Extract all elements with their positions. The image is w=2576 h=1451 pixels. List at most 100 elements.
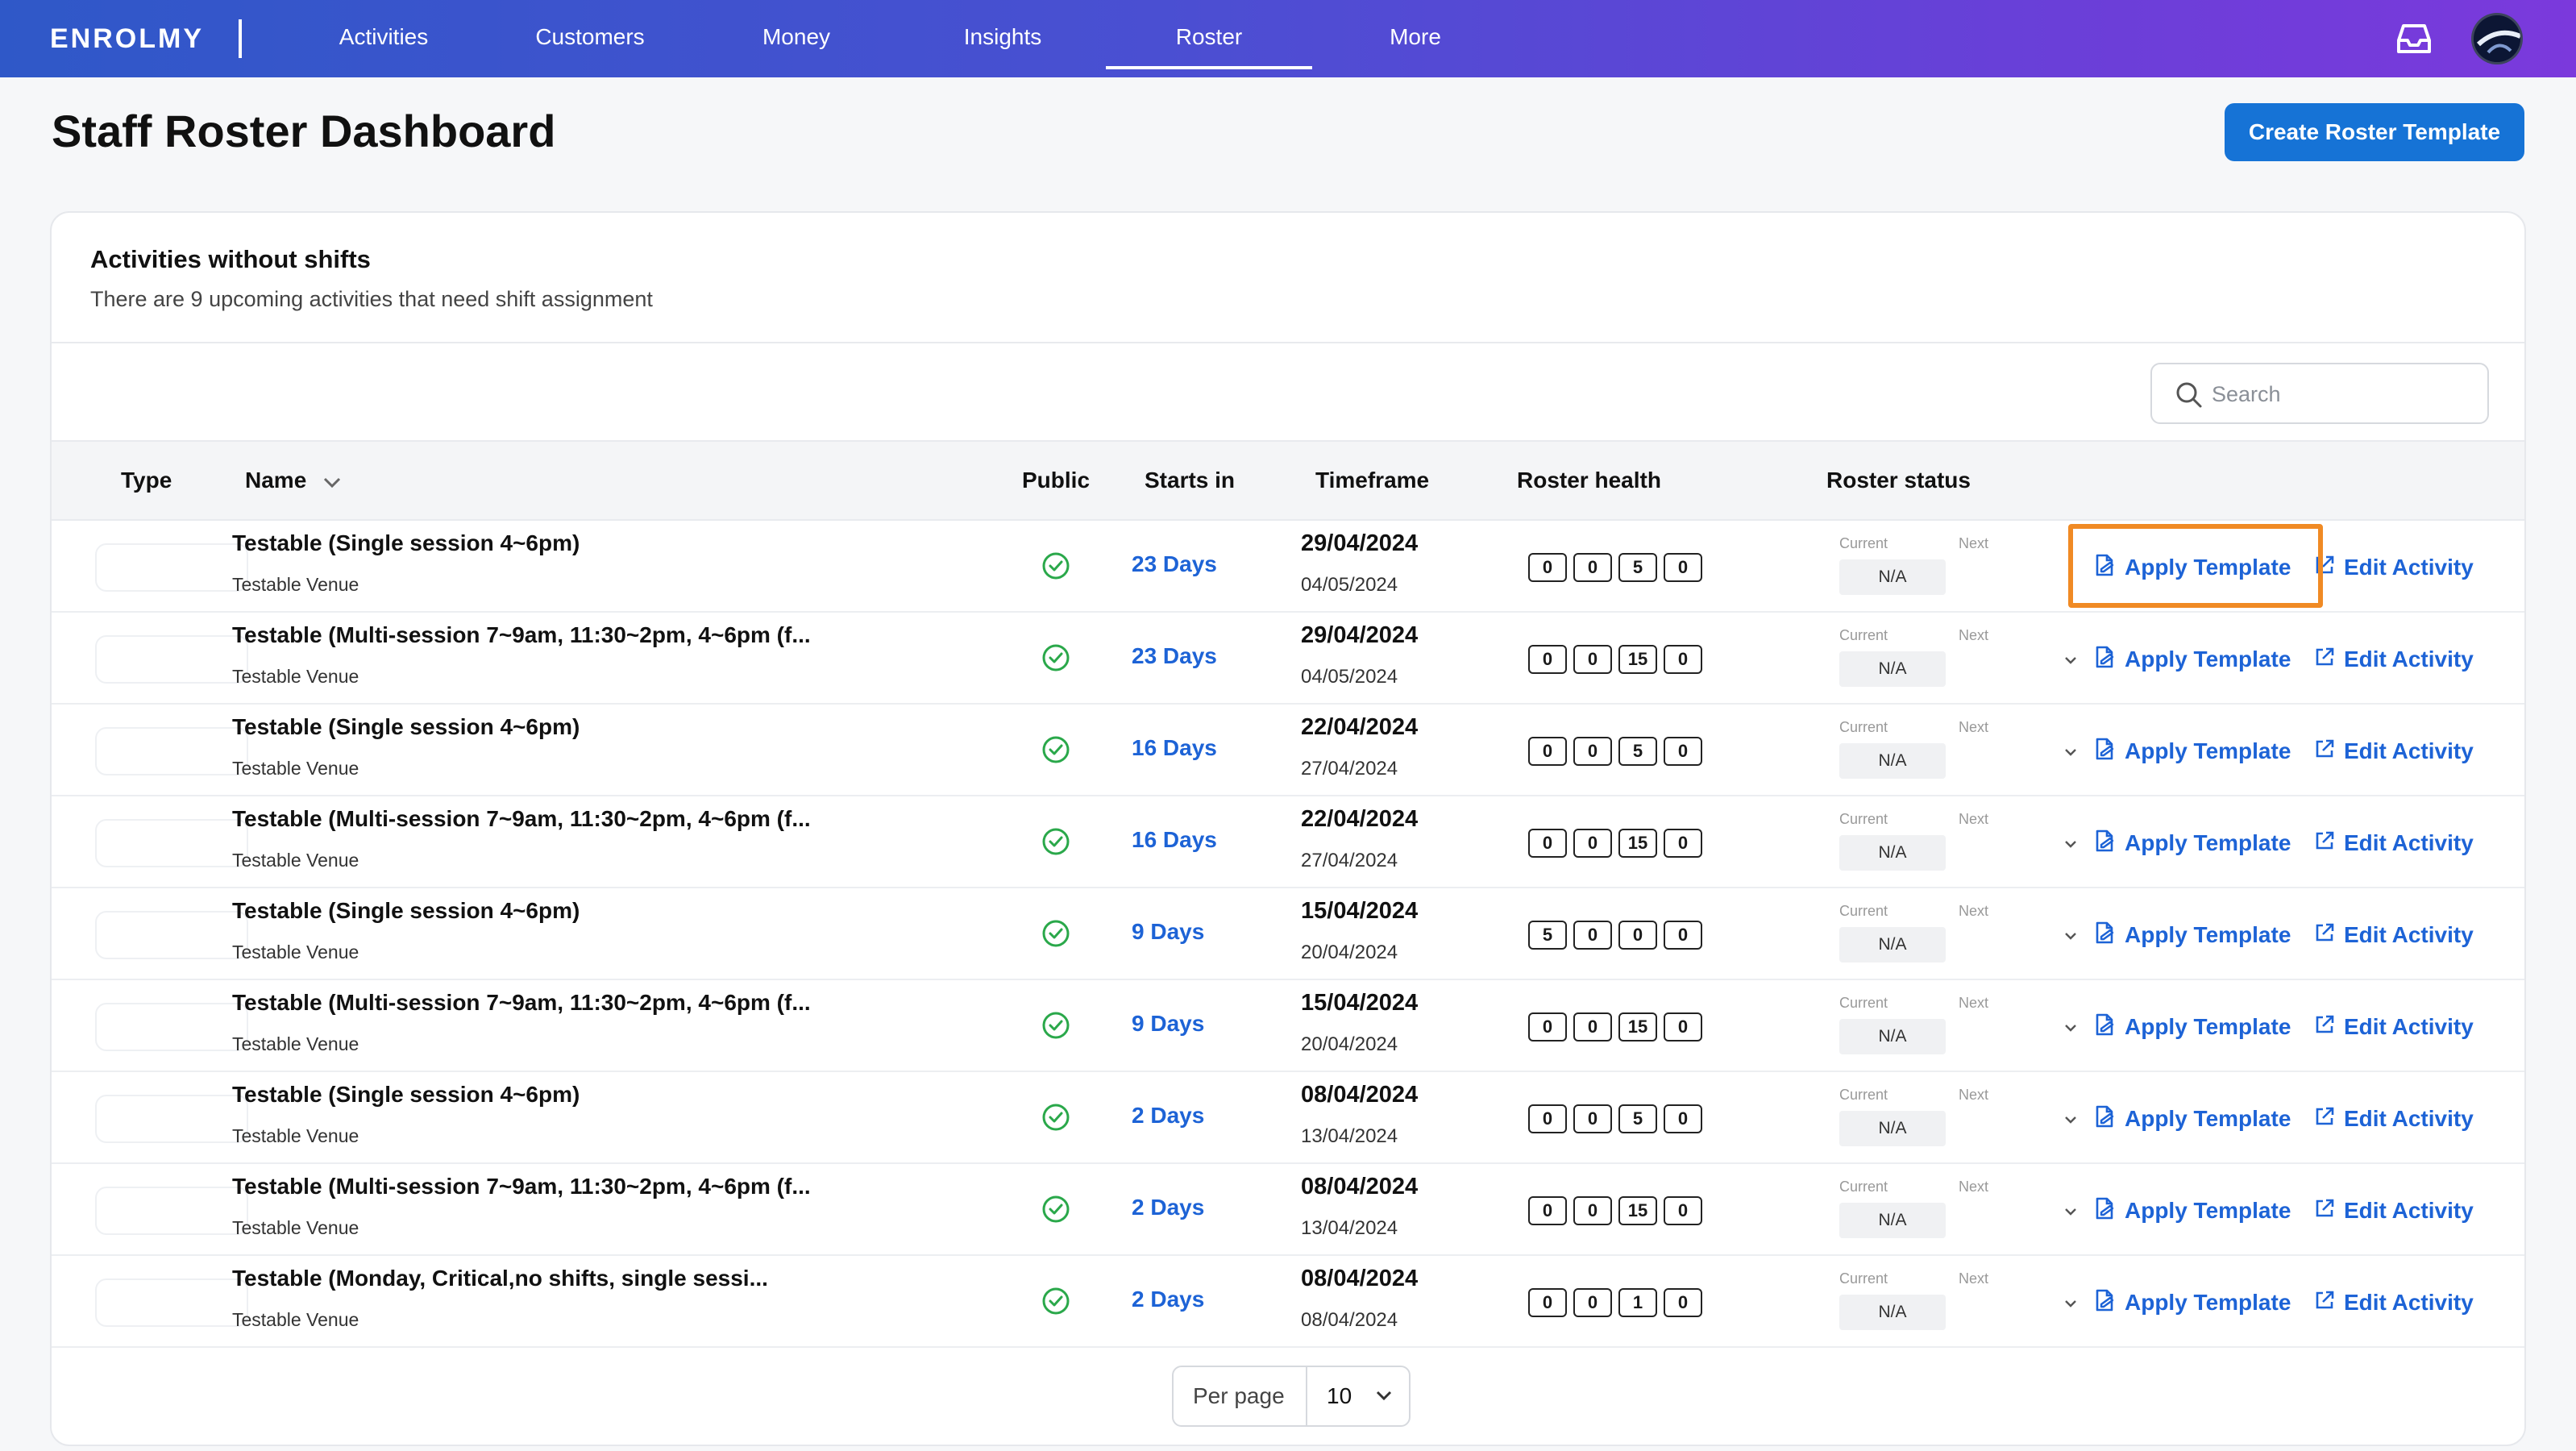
health-count-1: 0 [1573, 829, 1612, 858]
edit-activity-label: Edit Activity [2344, 922, 2474, 947]
apply-template-link[interactable]: Apply Template [2094, 1103, 2291, 1135]
apply-template-label: Apply Template [2125, 1198, 2291, 1223]
expand-chevron-icon[interactable] [2063, 1298, 2078, 1312]
nav-item-roster[interactable]: Roster [1106, 0, 1312, 74]
apply-template-link[interactable]: Apply Template [2094, 1195, 2291, 1227]
health-count-2: 15 [1618, 1196, 1657, 1225]
chevron-down-icon [322, 443, 342, 521]
expand-chevron-icon[interactable] [2063, 746, 2078, 761]
nav-item-money[interactable]: Money [762, 24, 831, 49]
header-timeframe: Timeframe [1315, 468, 1430, 493]
health-count-0: 0 [1528, 1196, 1567, 1225]
health-count-3: 0 [1664, 737, 1702, 766]
edit-activity-link[interactable]: Edit Activity [2313, 643, 2474, 676]
table-row: Testable (Monday, Critical,no shifts, si… [52, 1256, 2524, 1348]
edit-activity-label: Edit Activity [2344, 1290, 2474, 1315]
activity-name: Testable (Multi-session 7~9am, 11:30~2pm… [232, 990, 811, 1015]
public-check-icon [1041, 827, 1070, 856]
type-indicator [95, 819, 248, 867]
end-date: 04/05/2024 [1301, 666, 1398, 688]
edit-activity-link[interactable]: Edit Activity [2313, 919, 2474, 951]
edit-activity-link[interactable]: Edit Activity [2313, 551, 2474, 584]
header-name-sort[interactable]: Name [245, 442, 342, 519]
apply-template-link[interactable]: Apply Template [2094, 643, 2291, 676]
header-type: Type [121, 468, 172, 493]
edit-activity-link[interactable]: Edit Activity [2313, 1195, 2474, 1227]
nav-item-customers[interactable]: Customers [535, 24, 645, 49]
edit-activity-link[interactable]: Edit Activity [2313, 1103, 2474, 1135]
type-indicator [95, 911, 248, 959]
health-count-2: 0 [1618, 921, 1657, 950]
status-next-label: Next [1959, 627, 1989, 643]
nav-item-activities[interactable]: Activities [339, 24, 429, 49]
expand-chevron-icon[interactable] [2063, 1022, 2078, 1037]
public-check-icon [1041, 1195, 1070, 1224]
expand-chevron-icon[interactable] [2063, 1114, 2078, 1129]
type-indicator [95, 1003, 248, 1051]
health-count-1: 0 [1573, 737, 1612, 766]
edit-activity-link[interactable]: Edit Activity [2313, 1011, 2474, 1043]
start-date: 08/04/2024 [1301, 1082, 1419, 1108]
apply-template-label: Apply Template [2125, 830, 2291, 855]
health-count-1: 0 [1573, 553, 1612, 582]
starts-in: 23 Days [1132, 643, 1217, 668]
activity-name: Testable (Single session 4~6pm) [232, 1082, 580, 1107]
edit-activity-link[interactable]: Edit Activity [2313, 735, 2474, 767]
expand-chevron-icon[interactable] [2063, 655, 2078, 669]
type-indicator [95, 727, 248, 775]
per-page-selector[interactable]: Per page 10 [1172, 1366, 1411, 1427]
per-page-value[interactable]: 10 [1327, 1383, 1352, 1408]
expand-chevron-icon[interactable] [2063, 838, 2078, 853]
inbox-icon[interactable] [2395, 23, 2433, 55]
search-field[interactable] [2150, 363, 2489, 424]
apply-template-icon [2094, 737, 2117, 767]
expand-chevron-icon[interactable] [2063, 930, 2078, 945]
status-current-label: Current [1839, 903, 1888, 919]
start-date: 15/04/2024 [1301, 990, 1419, 1016]
status-next-label: Next [1959, 1270, 1989, 1287]
end-date: 27/04/2024 [1301, 758, 1398, 780]
apply-template-link[interactable]: Apply Template [2094, 735, 2291, 767]
edit-activity-link[interactable]: Edit Activity [2313, 1287, 2474, 1319]
apply-template-label: Apply Template [2125, 1290, 2291, 1315]
header-roster-status: Roster status [1826, 468, 1971, 493]
enrolmy-logo[interactable]: ENROLMY [50, 23, 204, 54]
edit-activity-label: Edit Activity [2344, 1014, 2474, 1039]
public-check-icon [1041, 1287, 1070, 1316]
external-link-icon [2313, 829, 2336, 858]
table-row: Testable (Multi-session 7~9am, 11:30~2pm… [52, 613, 2524, 705]
external-link-icon [2313, 738, 2336, 766]
apply-template-label: Apply Template [2125, 1014, 2291, 1039]
activity-venue: Testable Venue [232, 850, 359, 871]
nav-item-more[interactable]: More [1390, 24, 1441, 49]
apply-template-link[interactable]: Apply Template [2094, 1011, 2291, 1043]
roster-status-value: N/A [1839, 559, 1946, 595]
expand-chevron-icon[interactable] [2063, 1206, 2078, 1220]
roster-status-value: N/A [1839, 1019, 1946, 1054]
health-count-1: 0 [1573, 1196, 1612, 1225]
header-public: Public [1022, 468, 1091, 493]
apply-template-icon [2094, 1012, 2117, 1042]
create-roster-template-button[interactable]: Create Roster Template [2225, 103, 2524, 161]
health-count-0: 0 [1528, 1104, 1567, 1133]
health-count-1: 0 [1573, 921, 1612, 950]
health-count-2: 15 [1618, 1012, 1657, 1041]
apply-template-link[interactable]: Apply Template [2094, 827, 2291, 859]
health-count-1: 0 [1573, 645, 1612, 674]
card-title: Activities without shifts [90, 245, 371, 273]
public-check-icon [1041, 551, 1070, 580]
public-check-icon [1041, 735, 1070, 764]
apply-template-link[interactable]: Apply Template [2094, 919, 2291, 951]
chevron-down-icon[interactable] [1375, 1390, 1393, 1405]
apply-template-link[interactable]: Apply Template [2094, 1287, 2291, 1319]
card-header: Activities without shifts There are 9 up… [52, 213, 2524, 343]
status-next-label: Next [1959, 995, 1989, 1011]
user-avatar[interactable] [2471, 13, 2523, 64]
edit-activity-link[interactable]: Edit Activity [2313, 827, 2474, 859]
nav-item-insights[interactable]: Insights [963, 24, 1042, 49]
public-check-icon [1041, 643, 1070, 672]
public-check-icon [1041, 1011, 1070, 1040]
apply-template-link[interactable]: Apply Template [2094, 551, 2291, 584]
search-input[interactable] [2212, 376, 2470, 413]
